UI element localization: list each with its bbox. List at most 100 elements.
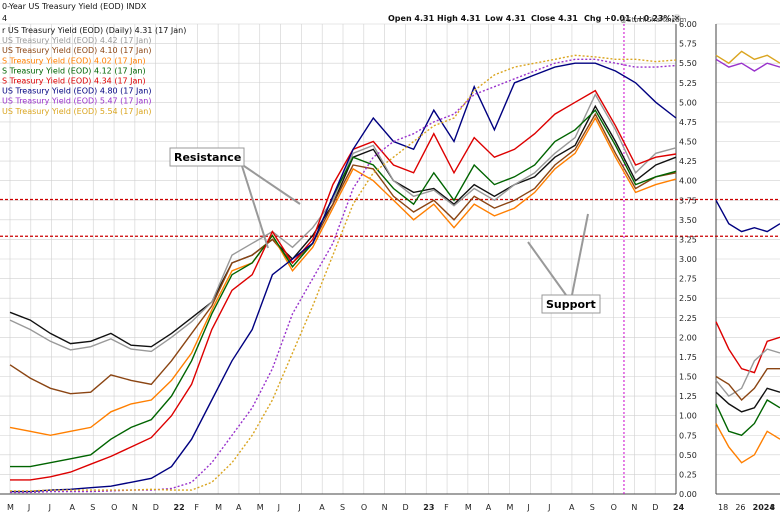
- open-value: Open 4.31: [388, 14, 435, 23]
- x-axis-ticks: M J J A S O N D 22 F M A M J J A S O N D 23 F M A M J J A S O N D 24: [7, 503, 685, 512]
- x-tick-label: O: [611, 503, 617, 512]
- legend-entry: US Treasury Yield (EOD) 4.80 (17 Jan): [2, 87, 151, 96]
- close-icon[interactable]: [673, 14, 681, 22]
- inset-x-tick-label: 8: [770, 503, 775, 512]
- x-tick-label: S: [590, 503, 595, 512]
- watermark: @StockCharts.com: [620, 16, 687, 24]
- change-value: Chg +0.01 (+0.23%): [584, 14, 675, 23]
- resistance-callout: Resistance: [169, 147, 301, 249]
- x-tick-label: F: [194, 503, 199, 512]
- x-tick-label: J: [48, 503, 51, 512]
- x-tick-label: O: [361, 503, 367, 512]
- series-line-4: [10, 109, 677, 468]
- x-tick-label: 22: [174, 503, 185, 512]
- inset-series-line-8: [715, 387, 780, 413]
- y-tick-label: 0.75: [679, 431, 697, 440]
- y-tick-label: 1.00: [679, 412, 697, 421]
- inset-series-line-4: [715, 348, 780, 398]
- y-tick-label: 1.25: [679, 392, 697, 401]
- support-callout: Support: [527, 213, 601, 314]
- y-tick-label: 6.00: [679, 20, 697, 29]
- legend-entry: S Treasury Yield (EOD) 4.02 (17 Jan): [2, 56, 146, 65]
- inset-panel: [715, 50, 780, 464]
- chart-title: 0-Year US Treasury Yield (EOD) INDX: [2, 2, 147, 11]
- y-tick-label: 5.75: [679, 40, 697, 49]
- legend-entry: US Treasury Yield (EOD) 5.47 (17 Jan): [2, 97, 151, 106]
- inset-x-tick-label: 2024: [753, 503, 776, 512]
- x-tick-label: 24: [673, 503, 685, 512]
- y-tick-label: 4.25: [679, 157, 697, 166]
- series-line-3: [9, 116, 677, 437]
- y-tick-label: 5.50: [679, 59, 697, 68]
- x-tick-label: A: [69, 503, 75, 512]
- x-tick-label: N: [132, 503, 138, 512]
- x-tick-label: F: [444, 503, 449, 512]
- y-tick-label: 4.50: [679, 138, 697, 147]
- y-tick-label: 0.00: [679, 490, 697, 499]
- x-tick-label: J: [27, 503, 30, 512]
- y-axis-ticks: 6.00 5.75 5.50 5.25 5.00 4.75 4.50 4.25 4.00 3.75…: [679, 20, 697, 499]
- y-tick-label: 1.75: [679, 353, 697, 362]
- inset-series-line-5: [715, 368, 780, 402]
- inset-series-line-2: [715, 199, 780, 233]
- x-tick-label: M: [7, 503, 14, 512]
- y-tick-label: 1.50: [679, 373, 697, 382]
- legend-entry: r US Treasury Yield (EOD) (Daily) 4.31 (…: [2, 26, 186, 35]
- y-tick-label: 2.50: [679, 294, 697, 303]
- y-tick-label: 2.75: [679, 275, 697, 284]
- x-tick-label: D: [402, 503, 408, 512]
- y-tick-label: 5.00: [679, 98, 697, 107]
- inset-x-tick-label: 26: [735, 503, 745, 512]
- series-group: [9, 54, 677, 494]
- x-tick-label: M: [257, 503, 264, 512]
- x-tick-label: S: [90, 503, 95, 512]
- support-label: Support: [546, 298, 596, 311]
- inset-series-line-1: [715, 50, 780, 65]
- legend-entry: S Treasury Yield (EOD) 4.12 (17 Jan): [2, 66, 146, 75]
- y-tick-label: 4.00: [679, 177, 697, 186]
- y-tick-label: 3.50: [679, 216, 697, 225]
- y-tick-label: 3.75: [679, 196, 697, 205]
- series-line-5: [10, 89, 677, 481]
- x-tick-label: S: [340, 503, 345, 512]
- inset-series-line-6: [715, 399, 780, 437]
- legend-entry: US Treasury Yield (EOD) 4.42 (17 Jan): [2, 36, 151, 45]
- resistance-label: Resistance: [174, 151, 241, 164]
- inset-x-tick-label: 18: [718, 503, 728, 512]
- x-tick-label: D: [652, 503, 658, 512]
- legend-entry: US Treasury Yield (EOD) 4.10 (17 Jan): [2, 46, 151, 55]
- x-tick-label: J: [547, 503, 550, 512]
- y-tick-label: 0.25: [679, 470, 697, 479]
- x-tick-label: D: [153, 503, 159, 512]
- series-line-6: [10, 62, 677, 493]
- series-line-0: [9, 104, 677, 348]
- series-line-2: [9, 112, 677, 395]
- x-tick-label: A: [569, 503, 575, 512]
- header-bar: [0, 0, 780, 12]
- x-tick-label: M: [465, 503, 472, 512]
- x-tick-label: A: [236, 503, 242, 512]
- y-tick-label: 3.00: [679, 255, 697, 264]
- reference-lines: [0, 24, 780, 494]
- x-tick-label: M: [507, 503, 514, 512]
- inset-series-line-0: [715, 58, 780, 72]
- high-value: High 4.31: [437, 14, 481, 23]
- close-value: Close 4.31: [531, 14, 578, 23]
- x-tick-label: 23: [423, 503, 434, 512]
- legend-entry: US Treasury Yield (EOD) 5.54 (17 Jan): [2, 107, 151, 116]
- x-tick-label: O: [111, 503, 117, 512]
- x-tick-label: A: [319, 503, 325, 512]
- x-tick-label: N: [631, 503, 637, 512]
- y-tick-label: 0.50: [679, 451, 697, 460]
- legend: r US Treasury Yield (EOD) (Daily) 4.31 (…: [2, 26, 186, 116]
- y-tick-label: 2.25: [679, 314, 697, 323]
- inset-series-line-7: [715, 423, 780, 464]
- legend-entry: S Treasury Yield (EOD) 4.34 (17 Jan): [2, 77, 146, 86]
- x-tick-label: N: [382, 503, 388, 512]
- inset-series-line-3: [715, 321, 780, 374]
- x-tick-label: J: [277, 503, 280, 512]
- date-stamp: 4: [2, 14, 7, 23]
- y-tick-label: 3.25: [679, 235, 697, 244]
